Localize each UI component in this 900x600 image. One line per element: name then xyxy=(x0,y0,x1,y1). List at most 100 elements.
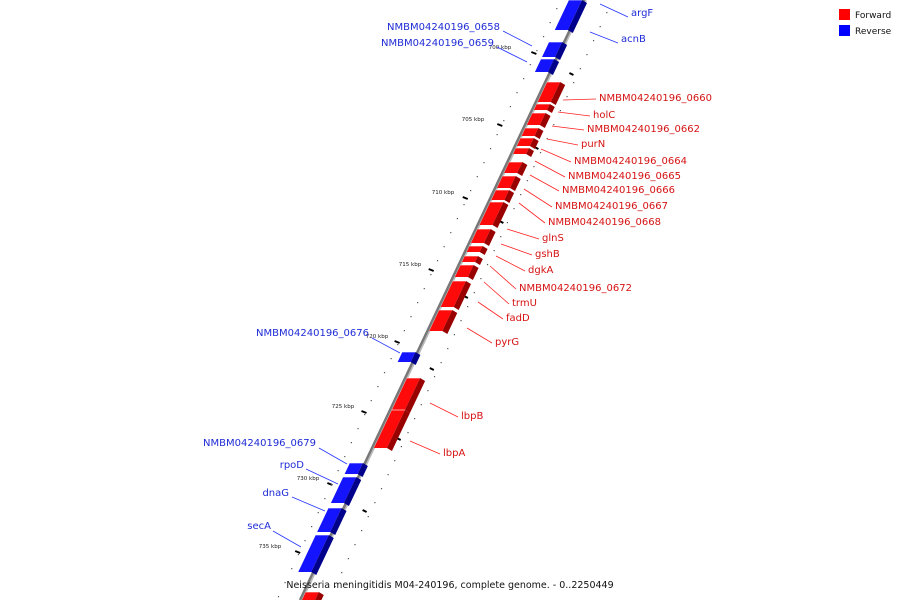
gene-label-forward: fadD xyxy=(506,313,530,324)
gene-block xyxy=(479,202,504,225)
gene-label-forward: NMBM04240196_0660 xyxy=(599,93,712,104)
gene-block-side xyxy=(492,202,509,228)
gene-leader-line xyxy=(305,468,339,485)
gene-block-side xyxy=(534,128,544,139)
tick-label: 730 kbp xyxy=(297,476,320,482)
gene-leader-line xyxy=(500,243,533,256)
minor-tick xyxy=(367,516,369,518)
minor-tick xyxy=(529,64,531,66)
minor-tick xyxy=(470,190,472,192)
minor-tick xyxy=(542,36,545,38)
gene-leader-line xyxy=(291,496,326,512)
gene-leader-line xyxy=(477,301,504,320)
minor-tick xyxy=(486,264,489,266)
gene-block-side xyxy=(343,477,362,506)
gene-block xyxy=(534,59,555,72)
minor-tick xyxy=(394,460,396,462)
gene-block-side xyxy=(357,463,368,477)
gene-block xyxy=(373,410,405,448)
gene-label-reverse: argF xyxy=(631,8,653,19)
minor-tick xyxy=(480,278,482,280)
tick-mark xyxy=(568,72,574,76)
gene-block xyxy=(516,138,534,146)
gene-block-side xyxy=(555,42,568,60)
minor-tick xyxy=(311,526,313,528)
minor-tick xyxy=(456,218,459,220)
gene-block-side xyxy=(410,352,421,365)
gene-leader-line xyxy=(466,327,493,344)
gene-block xyxy=(440,281,466,307)
gene-block xyxy=(504,162,523,173)
gene-label-forward: lbpA xyxy=(443,448,465,459)
minor-tick xyxy=(493,250,495,252)
minor-tick xyxy=(423,288,425,290)
minor-tick xyxy=(496,134,498,136)
minor-tick xyxy=(380,488,383,490)
gene-block xyxy=(533,104,550,110)
minor-tick xyxy=(357,428,359,430)
minor-tick xyxy=(467,306,469,308)
gene-block xyxy=(391,378,421,410)
gene-block-side xyxy=(483,229,496,246)
gene-block xyxy=(537,82,561,102)
gene-label-reverse: NMBM04240196_0676 xyxy=(256,328,369,339)
gene-block-side xyxy=(330,508,347,535)
minor-tick xyxy=(440,362,442,364)
gene-block xyxy=(466,246,483,252)
minor-tick xyxy=(350,442,352,444)
minor-tick xyxy=(516,92,518,94)
gene-block xyxy=(542,42,563,57)
gene-block-side xyxy=(453,281,471,310)
gene-leader-line xyxy=(551,125,585,131)
tick-mark xyxy=(362,509,368,513)
gene-leader-line xyxy=(589,31,619,44)
gene-block-side xyxy=(567,0,587,33)
gene-label-reverse: secA xyxy=(247,521,271,532)
minor-tick xyxy=(523,78,525,80)
gene-label-forward: NMBM04240196_0665 xyxy=(568,171,681,182)
gene-block xyxy=(526,113,546,125)
minor-tick xyxy=(489,148,492,150)
legend-label-reverse: Reverse xyxy=(855,27,892,37)
minor-tick xyxy=(410,316,412,318)
gene-leader-line xyxy=(540,148,572,163)
gene-block-side xyxy=(510,176,521,191)
minor-tick xyxy=(526,180,528,182)
gene-leader-line xyxy=(272,530,302,548)
gene-block-side xyxy=(539,113,551,128)
minor-tick xyxy=(476,176,478,178)
minor-tick xyxy=(390,358,392,360)
tick-label: 725 kbp xyxy=(332,404,355,410)
minor-tick xyxy=(430,274,432,276)
tick-mark xyxy=(429,367,435,371)
gene-label-forward: NMBM04240196_0662 xyxy=(587,124,700,135)
minor-tick xyxy=(579,68,581,70)
gene-leader-line xyxy=(546,138,579,146)
minor-tick xyxy=(500,236,502,238)
gene-block xyxy=(330,477,357,503)
gene-block-side xyxy=(442,310,458,334)
gene-block-side xyxy=(479,246,488,255)
tick-label: 710 kbp xyxy=(432,190,455,196)
minor-tick xyxy=(420,404,422,406)
minor-tick xyxy=(374,502,376,504)
minor-tick xyxy=(566,96,568,98)
legend-swatch-reverse xyxy=(839,25,850,36)
minor-tick xyxy=(586,54,588,56)
genome-caption: Neisseria meningitidis M04-240196, compl… xyxy=(286,580,613,591)
minor-tick xyxy=(433,376,436,378)
gene-block-side xyxy=(526,148,534,157)
minor-tick xyxy=(334,586,336,588)
gene-label-forward: dgkA xyxy=(528,265,553,276)
gene-block-side xyxy=(467,265,479,280)
gene-block-side xyxy=(504,190,515,203)
minor-tick xyxy=(277,596,280,598)
gene-leader-line xyxy=(495,255,526,272)
gene-leader-line xyxy=(518,202,546,224)
minor-tick xyxy=(324,498,326,500)
gene-label-reverse: NMBM04240196_0679 xyxy=(203,438,316,449)
minor-tick xyxy=(539,152,542,154)
gene-leader-line xyxy=(523,188,553,208)
minor-tick xyxy=(414,418,416,420)
